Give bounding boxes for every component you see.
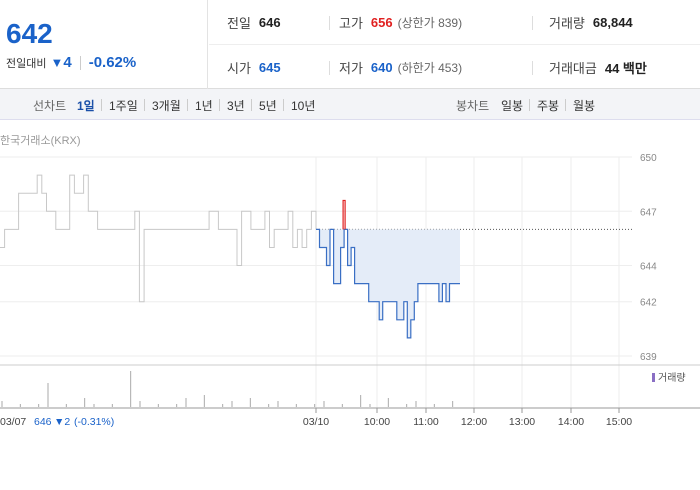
y-tick-label: 647	[640, 207, 657, 218]
prev-day-price: 646	[34, 416, 52, 428]
x-tick-label: 10:00	[364, 416, 390, 428]
price-change: 전일대비 ▼ 4 -0.62%	[6, 54, 136, 71]
divider	[283, 99, 284, 111]
prev-day-percent: (-0.31%)	[74, 416, 114, 428]
prev-close: 전일 646	[227, 12, 281, 32]
volume-label: 거래량	[549, 15, 585, 31]
tab-5year[interactable]: 5년	[259, 99, 277, 113]
y-tick-label: 642	[640, 298, 657, 309]
amount-label: 거래대금	[549, 60, 597, 76]
divider	[79, 55, 81, 70]
amount-value: 44 백만	[604, 60, 647, 76]
change-percent: -0.62%	[88, 54, 137, 71]
tab-monthly-candle[interactable]: 월봉	[573, 99, 596, 113]
tab-weekly-candle[interactable]: 주봉	[537, 99, 560, 113]
candle-chart-label: 봉차트	[456, 99, 490, 113]
prev-close-label: 전일	[227, 15, 251, 31]
price-box: 642 전일대비 ▼ 4 -0.62%	[0, 0, 208, 89]
prev-day-date: 03/07	[0, 416, 26, 428]
lower-limit: (하한가 453)	[397, 60, 463, 75]
low-label: 저가	[339, 60, 363, 76]
tab-daily-candle[interactable]: 일봉	[501, 99, 524, 113]
x-tick-label: 11:00	[413, 416, 439, 428]
divider	[187, 99, 188, 111]
open-price: 시가 645	[227, 57, 281, 77]
open-value: 645	[258, 59, 281, 75]
upper-limit: (상한가 839)	[397, 15, 463, 30]
low-price: 저가 640 (하한가 453)	[339, 57, 462, 77]
tab-1week[interactable]: 1주일	[109, 99, 138, 113]
chart-period-tabs: 선차트 1일 1주일 3개월 1년 3년 5년 10년 봉차트 일봉 주봉 월봉	[0, 89, 700, 120]
divider	[329, 61, 330, 75]
line-chart-label: 선차트	[33, 99, 67, 113]
y-tick-label: 650	[640, 153, 657, 164]
tab-3year[interactable]: 3년	[227, 99, 245, 113]
tab-1year[interactable]: 1년	[195, 99, 213, 113]
divider	[329, 16, 330, 30]
change-label: 전일대비	[6, 57, 47, 70]
current-price: 642	[6, 18, 53, 49]
change-amount: 4	[63, 54, 72, 71]
open-label: 시가	[227, 60, 251, 76]
volume-legend-label: 거래량	[658, 372, 686, 384]
divider	[144, 99, 145, 111]
x-tick-label: 13:00	[509, 416, 535, 428]
y-tick-label: 644	[640, 262, 657, 273]
volume-value: 68,844	[592, 14, 633, 30]
prev-day-change: ▼2	[54, 416, 70, 428]
x-tick-label: 15:00	[606, 416, 632, 428]
tab-10year[interactable]: 10년	[291, 99, 316, 113]
divider	[219, 99, 220, 111]
x-tick-label: 14:00	[558, 416, 584, 428]
divider	[101, 99, 102, 111]
market-label: 한국거래소(KRX)	[0, 135, 81, 147]
divider	[529, 99, 530, 111]
tab-1day[interactable]: 1일	[77, 99, 95, 113]
row-divider	[209, 44, 700, 45]
below-baseline-area	[316, 229, 460, 338]
tab-3month[interactable]: 3개월	[152, 99, 181, 113]
prev-day-line	[0, 174, 317, 303]
down-triangle-icon: ▼	[50, 55, 64, 70]
volume-legend-swatch	[652, 373, 655, 382]
y-tick-label: 639	[640, 352, 657, 363]
high-label: 고가	[339, 15, 363, 31]
up-spike-line	[342, 199, 346, 230]
volume: 거래량 68,844	[549, 12, 633, 32]
divider	[565, 99, 566, 111]
low-value: 640	[370, 59, 393, 75]
trade-amount: 거래대금 44 백만	[549, 57, 647, 77]
divider	[251, 99, 252, 111]
x-tick-label: 12:00	[461, 416, 487, 428]
divider	[532, 16, 533, 30]
high-value: 656	[370, 14, 393, 30]
prev-close-value: 646	[258, 14, 281, 30]
divider	[532, 61, 533, 75]
today-line	[316, 228, 460, 339]
quote-summary: 642 전일대비 ▼ 4 -0.62% 전일 646 고가 656 (상한가 8…	[0, 0, 700, 89]
high-price: 고가 656 (상한가 839)	[339, 12, 462, 32]
x-tick-label: 03/10	[303, 416, 329, 428]
